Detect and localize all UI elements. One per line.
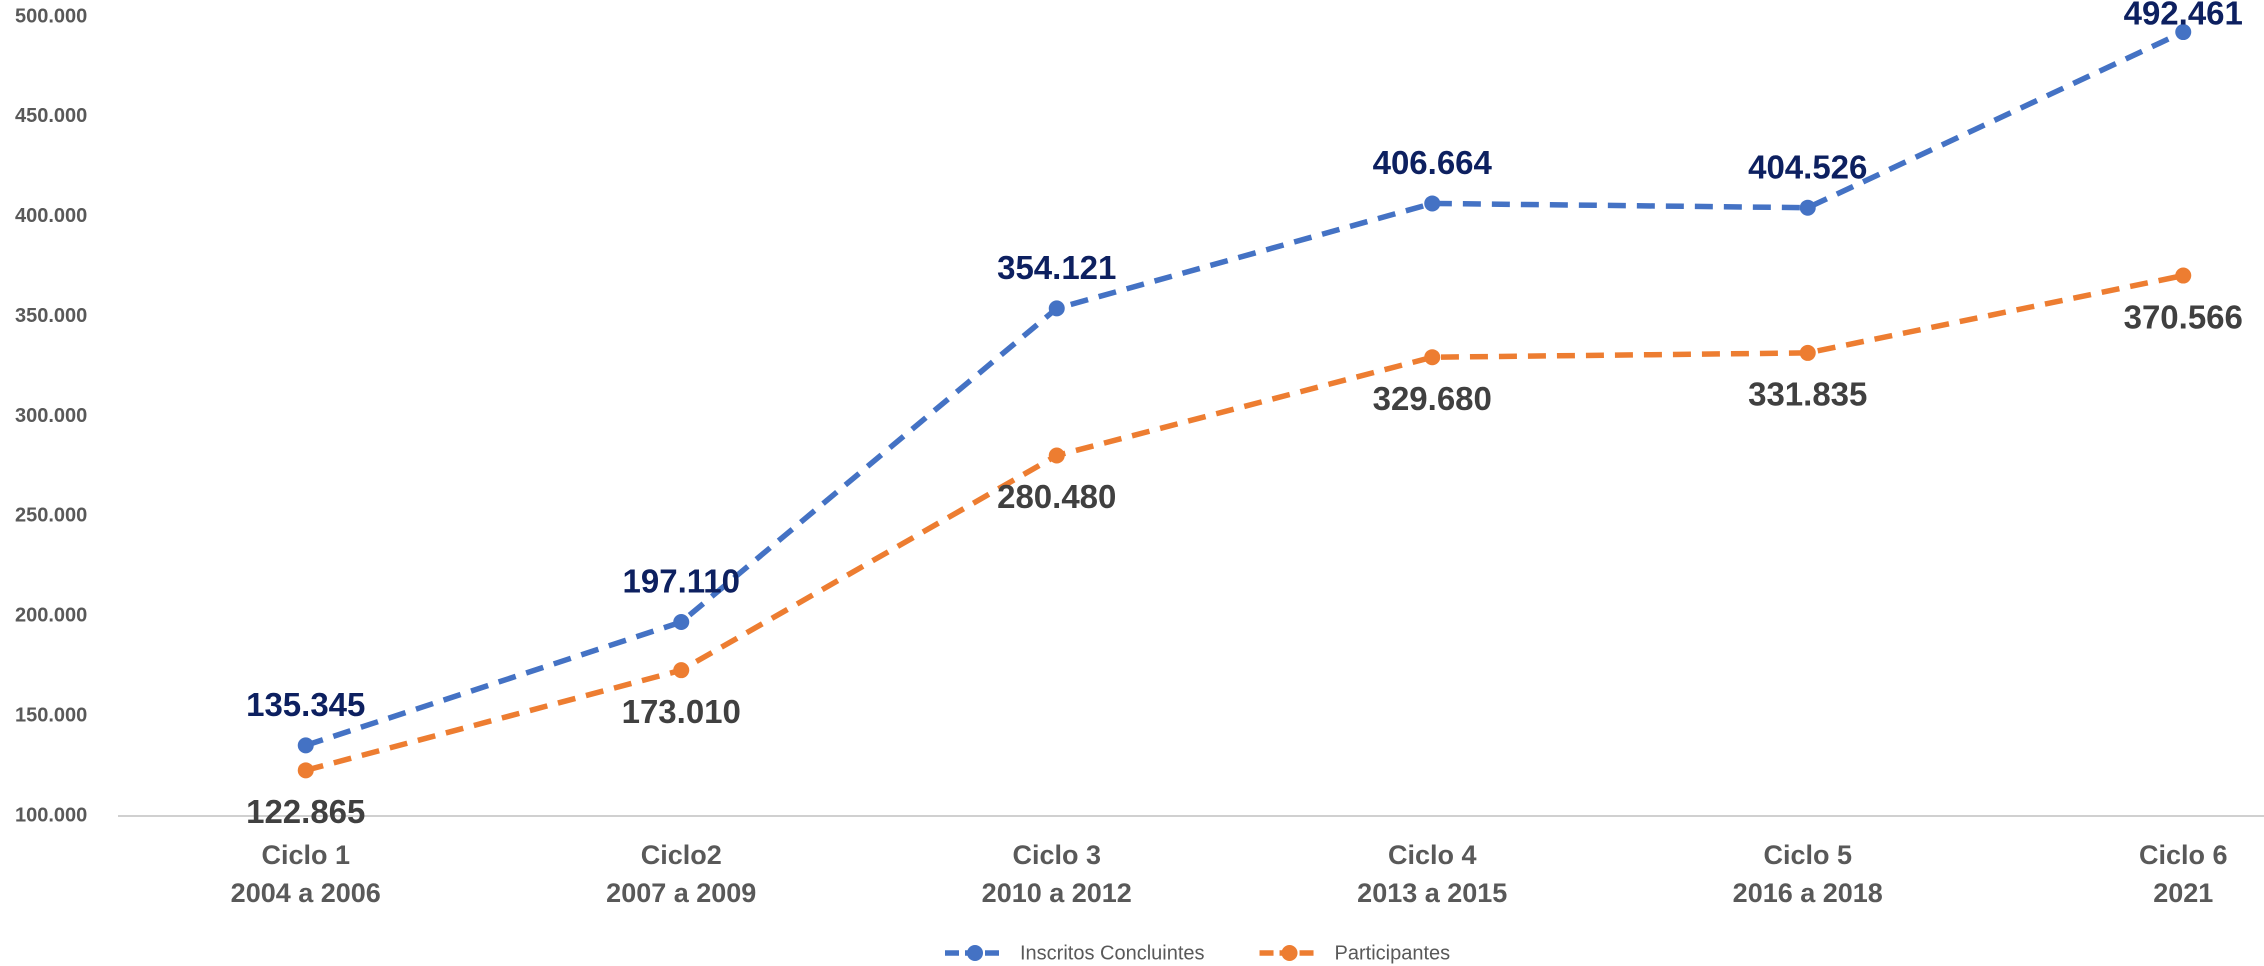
x-tick-label: 2021 xyxy=(2153,878,2213,908)
x-tick-label: Ciclo 6 xyxy=(2139,840,2228,870)
series-line xyxy=(304,29,2185,749)
x-tick-label: Ciclo 4 xyxy=(1388,840,1477,870)
y-tick-label: 500.000 xyxy=(15,5,87,27)
data-label: 404.526 xyxy=(1748,148,1867,185)
legend-label: Inscritos Concluintes xyxy=(1020,942,1205,964)
marker xyxy=(1048,447,1065,464)
data-label: 354.121 xyxy=(997,249,1116,286)
marker xyxy=(1048,300,1065,317)
data-label: 370.566 xyxy=(2124,298,2243,335)
data-label: 173.010 xyxy=(622,693,741,730)
x-tick-label: Ciclo2 xyxy=(641,840,722,870)
marker xyxy=(1799,344,1816,361)
y-tick-label: 400.000 xyxy=(15,205,87,227)
marker xyxy=(673,662,690,679)
marker xyxy=(673,614,690,631)
y-tick-label: 150.000 xyxy=(15,704,87,726)
marker xyxy=(1424,349,1441,366)
legend-marker xyxy=(1281,945,1298,961)
marker xyxy=(297,737,314,754)
data-label: 197.110 xyxy=(623,563,740,600)
marker xyxy=(1799,199,1816,216)
y-tick-label: 350.000 xyxy=(15,305,87,327)
marker xyxy=(2175,267,2192,284)
x-tick-label: 2007 a 2009 xyxy=(606,878,756,908)
data-label: 329.680 xyxy=(1373,380,1492,417)
y-tick-label: 250.000 xyxy=(15,505,87,527)
marker xyxy=(297,762,314,779)
y-tick-label: 100.000 xyxy=(15,804,87,826)
x-tick-label: Ciclo 3 xyxy=(1012,840,1101,870)
data-label: 331.835 xyxy=(1748,376,1867,413)
legend-label: Participantes xyxy=(1335,942,1451,964)
x-tick-label: 2013 a 2015 xyxy=(1357,878,1507,908)
data-label: 492.461 xyxy=(2124,0,2243,32)
data-label: 406.664 xyxy=(1373,144,1493,181)
legend-marker xyxy=(967,945,983,961)
series-line xyxy=(305,272,2184,773)
x-tick-label: 2004 a 2006 xyxy=(231,878,381,908)
data-label: 122.865 xyxy=(246,793,365,830)
x-tick-label: Ciclo 5 xyxy=(1763,840,1852,870)
data-label: 135.345 xyxy=(246,686,365,723)
x-tick-label: 2010 a 2012 xyxy=(982,878,1132,908)
marker xyxy=(1424,195,1441,212)
x-tick-label: 2016 a 2018 xyxy=(1733,878,1883,908)
y-tick-label: 200.000 xyxy=(15,605,87,627)
data-label: 280.480 xyxy=(997,478,1116,515)
marker xyxy=(2175,24,2192,41)
y-tick-label: 450.000 xyxy=(15,105,87,127)
y-tick-label: 300.000 xyxy=(15,405,87,427)
x-tick-label: Ciclo 1 xyxy=(261,840,350,870)
